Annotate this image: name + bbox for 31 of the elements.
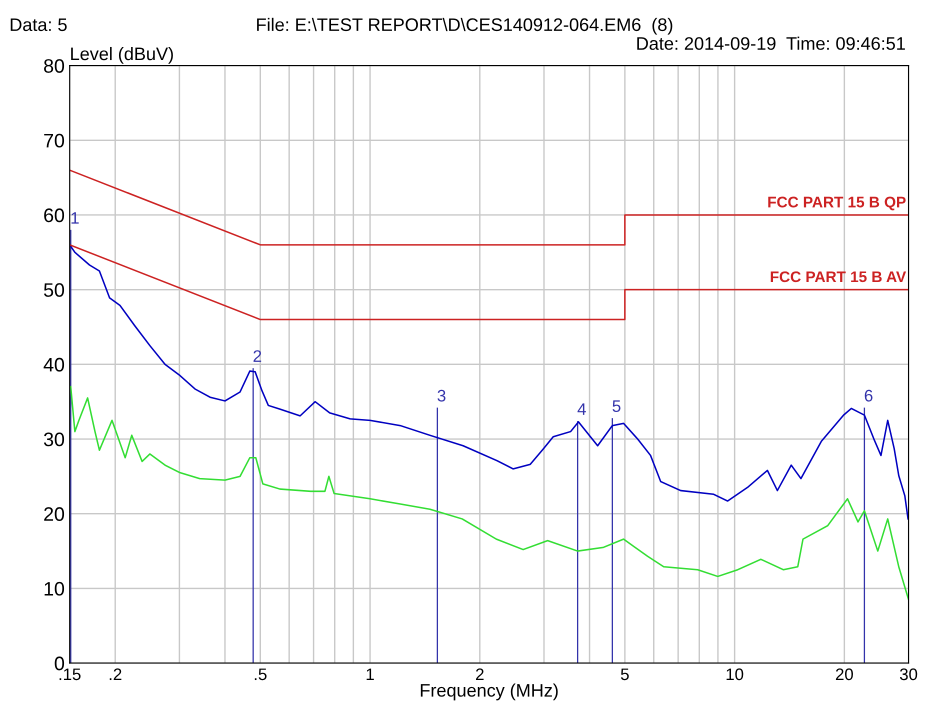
x-tick-label: 2 xyxy=(476,668,484,680)
x-tick-label: 20 xyxy=(836,668,853,680)
x-tick-label: .5 xyxy=(254,668,267,680)
chart-title: File: E:\TEST REPORT\D\CES140912-064.EM6 (8) xyxy=(257,18,672,35)
y-tick-label: 30 xyxy=(44,432,64,446)
y-tick-label: 60 xyxy=(44,208,64,222)
y-tick-label: 40 xyxy=(44,358,64,372)
series-label: FCC PART 15 B AV xyxy=(770,271,906,282)
x-tick-label: 1 xyxy=(366,668,374,680)
y-tick-label: 0 xyxy=(54,656,64,670)
annotation: 5 xyxy=(612,400,620,412)
annotation: 4 xyxy=(578,403,586,415)
annotation: 3 xyxy=(438,390,446,402)
x-tick-label: 30 xyxy=(900,668,918,680)
x-tick-label: 10 xyxy=(726,668,744,680)
chart-subtitle: Date: 2014-09-19 Time: 09:46:51 xyxy=(637,36,905,50)
text: Data: 5 xyxy=(10,18,67,32)
annotation: 6 xyxy=(864,390,872,402)
annotation: 1 xyxy=(72,212,79,224)
y-tick-label: 70 xyxy=(44,134,64,148)
x-axis-title: Frequency (MHz) xyxy=(420,683,558,700)
y-tick-label: 20 xyxy=(44,507,64,521)
x-tick-label: .15 xyxy=(60,668,81,680)
annotation: 2 xyxy=(254,350,262,362)
y-tick-label: 50 xyxy=(44,283,64,297)
x-tick-label: .2 xyxy=(110,668,122,680)
y-tick-label: 10 xyxy=(44,582,64,596)
y-axis-title: Level (dBuV) xyxy=(71,46,173,64)
y-tick-label: 80 xyxy=(44,59,64,73)
series-label: FCC PART 15 B QP xyxy=(768,196,906,210)
x-tick-label: 5 xyxy=(620,668,629,680)
